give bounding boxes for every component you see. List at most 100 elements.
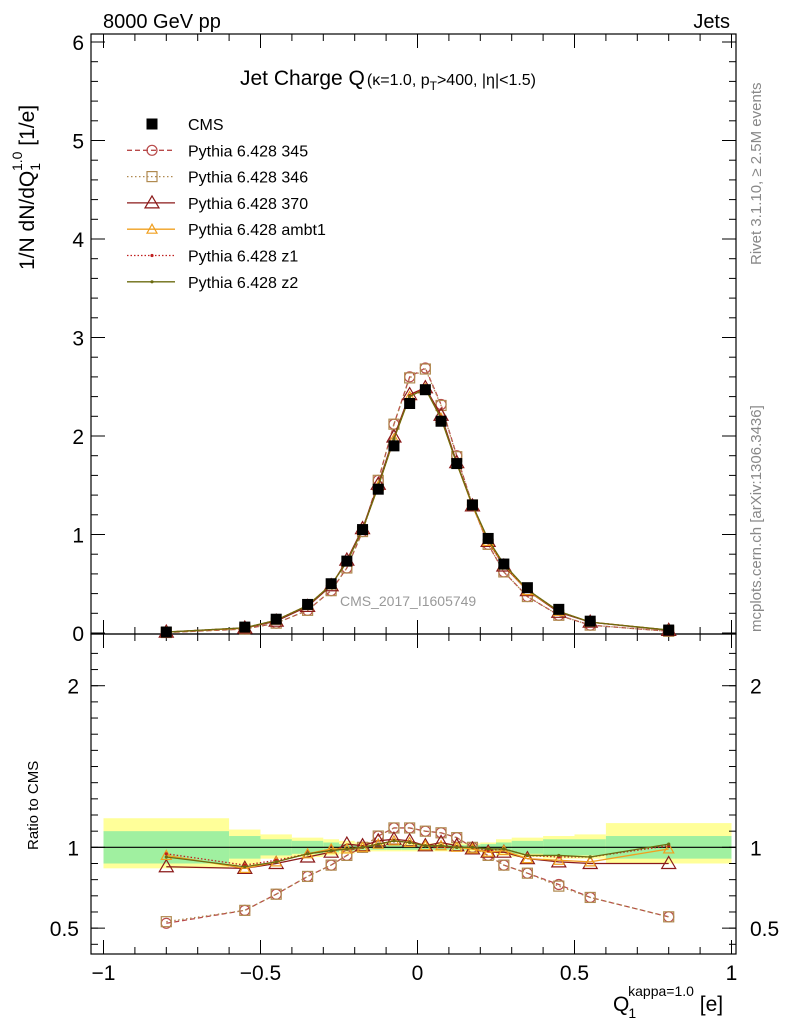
ratio-point-ambt1 xyxy=(584,855,597,867)
ratio-point-p346 xyxy=(553,880,565,892)
ratio-point-p370 xyxy=(433,834,450,849)
main-point-CMS xyxy=(372,483,384,495)
x-tick-label: −0.5 xyxy=(240,962,281,985)
legend-label-ambt1: Pythia 6.428 ambt1 xyxy=(188,222,326,239)
x-label-sub: 1 xyxy=(628,1005,636,1021)
ratio-point-ambt1 xyxy=(387,834,400,846)
ratio-point-z2 xyxy=(360,845,365,849)
legend-item-z1: Pythia 6.428 z1 xyxy=(127,249,298,266)
ratio-point-z2 xyxy=(423,844,427,848)
ratio-point-ambt1 xyxy=(662,842,675,854)
y-label-sup: 1.0 xyxy=(9,151,25,171)
legend-marker-p346 xyxy=(146,171,158,183)
axis-tick-labels: −1 −0.5 0 0.5 1 0 1 2 3 4 5 6 0.5 0.5 1 1 2 2 xyxy=(50,32,779,985)
y-axis-label: 1/N dN/dQ11.0 [1/e] xyxy=(9,105,43,270)
ratio-point-p346 xyxy=(302,870,314,883)
main-point-p346 xyxy=(419,363,431,375)
ratio-point-z2 xyxy=(455,845,459,849)
legend-label-z1: Pythia 6.428 z1 xyxy=(188,249,298,266)
main-point-CMS xyxy=(357,524,369,536)
ratio-point-z2 xyxy=(243,865,247,869)
legend-item-p370: Pythia 6.428 370 xyxy=(127,194,308,213)
main-line-p346 xyxy=(166,368,669,634)
main-point-CMS xyxy=(160,626,172,638)
ratio-y-tick-label: 0.5 xyxy=(50,918,79,941)
x-tick-label: 0 xyxy=(412,962,424,985)
legend-marker-p345 xyxy=(146,144,158,156)
ratio-point-z2 xyxy=(392,839,396,843)
legend-label-z2: Pythia 6.428 z2 xyxy=(188,275,298,292)
legend-marker-z2 xyxy=(150,280,154,284)
watermark: CMS_2017_I1605749 xyxy=(340,593,476,609)
ratio-point-p370 xyxy=(158,858,175,873)
main-point-CMS xyxy=(270,613,282,625)
main-y-tick-label: 1 xyxy=(72,525,84,548)
ratio-point-ambt1 xyxy=(160,849,173,861)
x-tick-label: 0.5 xyxy=(560,962,589,985)
ratio-point-p346 xyxy=(663,911,675,923)
ratio-point-z2 xyxy=(408,840,412,845)
header-left: 8000 GeV pp xyxy=(103,11,221,33)
side-rivet-text: Rivet 3.1.10, ≥ 2.5M events xyxy=(748,83,765,266)
legend-item-z2: Pythia 6.428 z2 xyxy=(127,275,298,292)
main-point-CMS xyxy=(302,598,314,610)
side-mcplots-text: mcplots.cern.ch [arXiv:1306.3436] xyxy=(748,405,765,632)
y-label-post: [1/e] xyxy=(16,105,39,152)
ratio-point-z2 xyxy=(470,845,475,849)
main-point-CMS xyxy=(482,532,494,544)
axis-ticks xyxy=(91,34,736,954)
ratio-plot-series xyxy=(158,822,677,929)
ratio-point-p370 xyxy=(370,832,387,847)
legend-label-p370: Pythia 6.428 370 xyxy=(188,196,308,213)
ratio-y-tick-label-right: 0.5 xyxy=(750,918,779,941)
ratio-point-p370 xyxy=(401,832,418,847)
ratio-point-p370 xyxy=(448,837,465,852)
ratio-point-p345 xyxy=(663,911,675,923)
main-point-CMS xyxy=(466,499,478,511)
main-point-z2 xyxy=(408,395,412,399)
legend-item-CMS: CMS xyxy=(146,117,224,134)
ratio-plot-frame xyxy=(90,633,737,955)
ratio-y-tick-label-right: 2 xyxy=(750,676,762,699)
main-plot-series xyxy=(158,362,677,639)
main-point-CMS xyxy=(341,555,353,567)
ratio-y-tick-label: 2 xyxy=(67,676,79,699)
main-point-CMS xyxy=(498,558,510,570)
ratio-point-z2 xyxy=(486,847,490,851)
title-rest: >400, |η|<1.5) xyxy=(437,72,536,89)
title-kappa: (κ=1.0, p xyxy=(367,72,430,89)
ratio-point-p346 xyxy=(584,891,596,904)
ratio-point-z2 xyxy=(525,853,530,858)
main-point-CMS xyxy=(239,621,251,633)
main-y-tick-label: 0 xyxy=(72,623,84,646)
header-right: Jets xyxy=(693,11,730,33)
title-pt-sub: T xyxy=(430,79,438,93)
x-axis-label: Q1 kappa=1.0 [e] xyxy=(613,983,723,1021)
legend-marker-CMS xyxy=(146,118,158,130)
ratio-point-p346 xyxy=(435,827,447,839)
legend-label-p345: Pythia 6.428 345 xyxy=(188,143,308,160)
ratio-point-p345 xyxy=(302,870,314,883)
ratio-point-z2 xyxy=(557,853,561,858)
main-point-CMS xyxy=(404,397,416,409)
ratio-point-ambt1 xyxy=(482,845,495,857)
ratio-point-z2 xyxy=(164,855,168,859)
main-point-CMS xyxy=(388,440,400,452)
ratio-point-p370 xyxy=(660,855,677,870)
ratio-point-z2 xyxy=(306,852,310,856)
ratio-point-p370 xyxy=(354,837,371,852)
legend-marker-ambt1 xyxy=(145,222,159,234)
y-label-sub: 1 xyxy=(27,163,43,171)
main-y-tick-label: 2 xyxy=(72,426,84,449)
main-y-tick-label: 4 xyxy=(72,229,84,252)
ratio-point-z2 xyxy=(439,844,443,848)
legend-marker-z1 xyxy=(150,253,154,258)
main-point-CMS xyxy=(553,603,565,615)
x-label-base: Q xyxy=(613,993,629,1016)
main-point-CMS xyxy=(584,615,596,627)
ratio-point-p346 xyxy=(325,859,337,871)
ratio-point-z2 xyxy=(588,855,592,859)
plot-title: Jet Charge Q (κ=1.0, pT>400, |η|<1.5) xyxy=(240,67,536,93)
main-point-z2 xyxy=(392,437,396,441)
